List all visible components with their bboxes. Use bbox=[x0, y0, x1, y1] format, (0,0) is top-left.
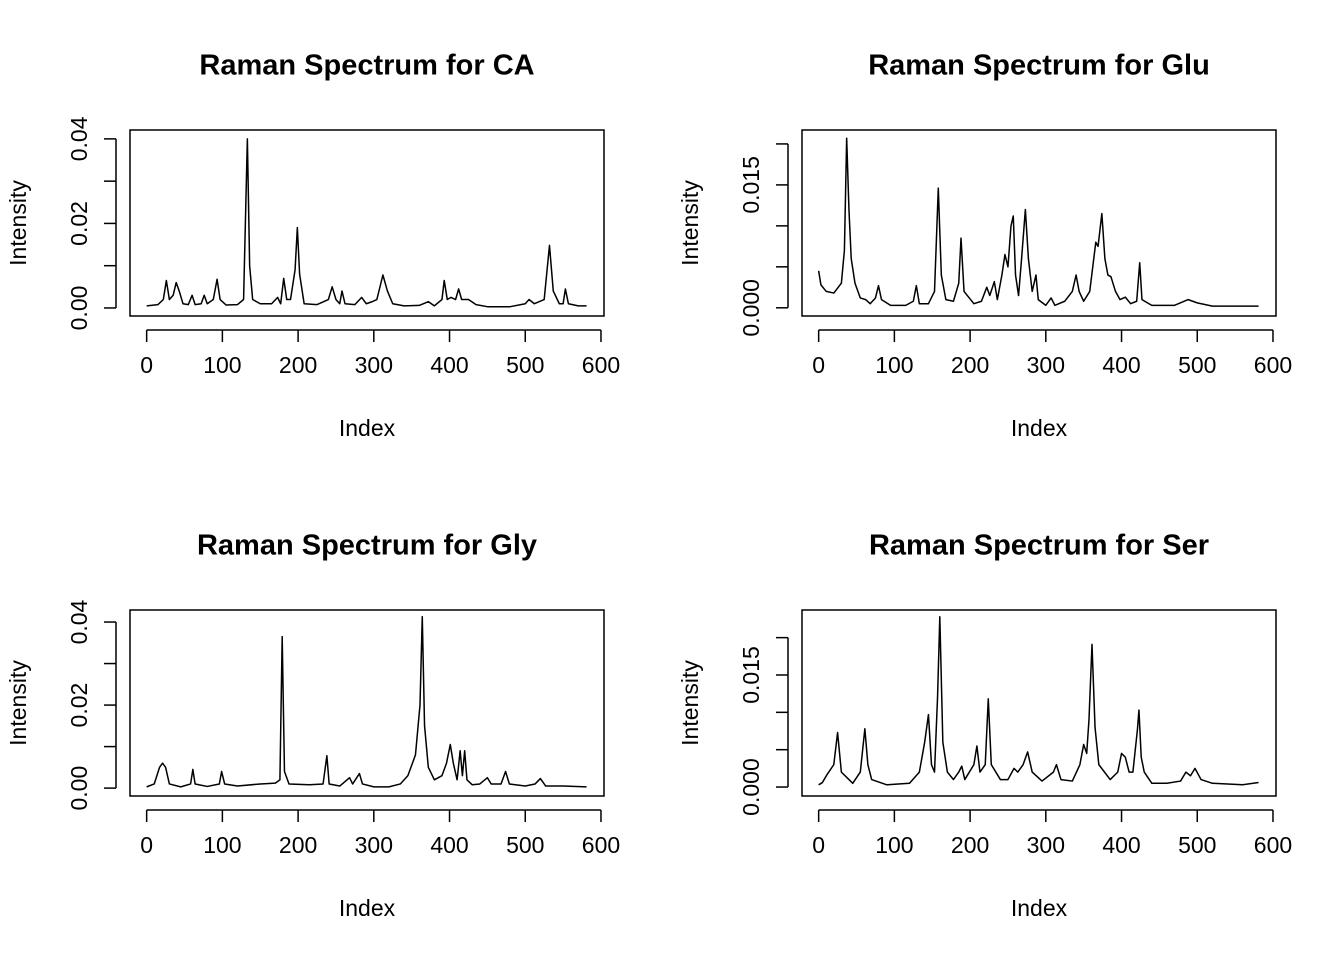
x-tick-label: 600 bbox=[1254, 832, 1292, 858]
x-tick-label: 200 bbox=[279, 352, 317, 378]
x-tick-label: 600 bbox=[582, 832, 620, 858]
plot-frame bbox=[129, 129, 605, 317]
x-axis-label: Index bbox=[339, 895, 396, 921]
plot-frame bbox=[801, 129, 1277, 317]
spectrum-line bbox=[818, 615, 1259, 786]
y-tick-label: 0.04 bbox=[66, 116, 92, 161]
y-axis-label: Intensity bbox=[5, 660, 31, 746]
y-tick-label: 0.015 bbox=[738, 156, 764, 214]
x-tick-label: 500 bbox=[506, 352, 544, 378]
spectrum-line bbox=[146, 138, 587, 308]
y-tick-label: 0.02 bbox=[66, 683, 92, 728]
x-tick-label: 400 bbox=[1102, 832, 1140, 858]
spectrum-line bbox=[817, 137, 1259, 307]
x-tick-label: 500 bbox=[506, 832, 544, 858]
x-tick-label: 200 bbox=[951, 832, 989, 858]
x-tick-label: 400 bbox=[1102, 352, 1140, 378]
spectrum-line bbox=[146, 615, 587, 788]
x-tick-label: 500 bbox=[1178, 832, 1216, 858]
chart-title: Raman Spectrum for CA bbox=[199, 50, 534, 82]
x-axis-label: Index bbox=[1011, 415, 1068, 441]
x-tick-label: 0 bbox=[812, 832, 825, 858]
x-tick-label: 100 bbox=[875, 832, 913, 858]
x-tick-label: 600 bbox=[1254, 352, 1292, 378]
x-tick-label: 600 bbox=[582, 352, 620, 378]
y-tick-label: 0.000 bbox=[738, 279, 764, 337]
x-tick-label: 400 bbox=[430, 832, 468, 858]
x-tick-label: 300 bbox=[1027, 352, 1065, 378]
y-tick-label: 0.000 bbox=[738, 758, 764, 816]
x-tick-label: 0 bbox=[140, 832, 153, 858]
x-tick-label: 300 bbox=[355, 352, 393, 378]
chart-title: Raman Spectrum for Glu bbox=[868, 50, 1210, 82]
y-tick-label: 0.00 bbox=[66, 286, 92, 331]
plot-frame bbox=[801, 609, 1277, 797]
plot-frame bbox=[129, 609, 605, 797]
y-axis-label: Intensity bbox=[677, 660, 703, 746]
chart-title: Raman Spectrum for Gly bbox=[197, 530, 537, 562]
x-axis-label: Index bbox=[1011, 895, 1068, 921]
x-tick-label: 400 bbox=[430, 352, 468, 378]
x-tick-label: 200 bbox=[951, 352, 989, 378]
y-tick-label: 0.00 bbox=[66, 766, 92, 811]
x-axis-label: Index bbox=[339, 415, 396, 441]
x-tick-label: 300 bbox=[355, 832, 393, 858]
chart-title: Raman Spectrum for Ser bbox=[869, 530, 1209, 562]
x-tick-label: 100 bbox=[203, 352, 241, 378]
y-tick-label: 0.02 bbox=[66, 201, 92, 246]
x-tick-label: 200 bbox=[279, 832, 317, 858]
x-tick-label: 0 bbox=[812, 352, 825, 378]
x-tick-label: 100 bbox=[875, 352, 913, 378]
y-tick-label: 0.015 bbox=[738, 646, 764, 704]
y-tick-label: 0.04 bbox=[66, 599, 92, 644]
x-tick-label: 100 bbox=[203, 832, 241, 858]
y-axis-label: Intensity bbox=[677, 180, 703, 266]
y-axis-label: Intensity bbox=[5, 180, 31, 266]
x-tick-label: 500 bbox=[1178, 352, 1216, 378]
x-tick-label: 300 bbox=[1027, 832, 1065, 858]
x-tick-label: 0 bbox=[140, 352, 153, 378]
